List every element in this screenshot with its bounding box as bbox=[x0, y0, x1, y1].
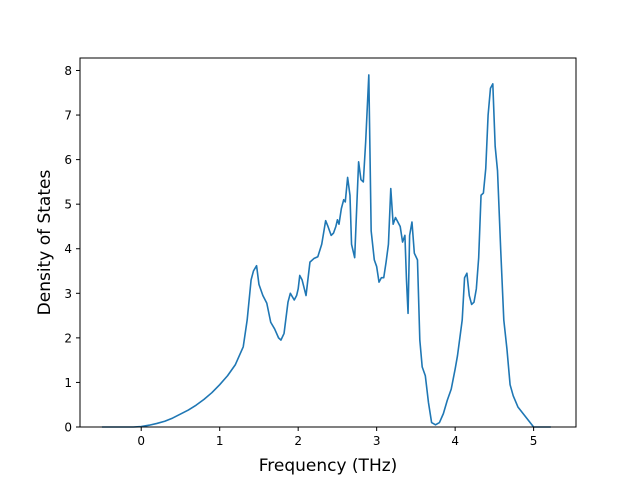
x-tick-label: 1 bbox=[216, 434, 224, 448]
x-axis-label: Frequency (THz) bbox=[259, 456, 398, 476]
x-tick-label: 5 bbox=[530, 434, 538, 448]
y-tick-label: 2 bbox=[64, 331, 72, 345]
x-axis: 0 1 2 3 4 5 bbox=[137, 427, 537, 448]
y-tick-label: 7 bbox=[64, 109, 72, 123]
series-line-0 bbox=[101, 74, 551, 428]
x-tick-label: 4 bbox=[451, 434, 459, 448]
y-axis: 0 1 2 3 4 5 6 7 8 bbox=[64, 64, 80, 435]
y-tick-label: 8 bbox=[64, 64, 72, 78]
axes-spines bbox=[79, 57, 577, 428]
series-layer bbox=[101, 74, 551, 428]
x-tick-label: 0 bbox=[137, 434, 145, 448]
plot-area bbox=[80, 58, 576, 427]
x-tick-label: 3 bbox=[373, 434, 381, 448]
y-tick-label: 6 bbox=[64, 153, 72, 167]
plot-background bbox=[80, 58, 576, 427]
x-tick-label: 2 bbox=[294, 434, 302, 448]
y-tick-label: 4 bbox=[64, 242, 72, 256]
y-axis-label: Density of States bbox=[35, 170, 55, 316]
y-tick-label: 5 bbox=[64, 198, 72, 212]
y-tick-label: 3 bbox=[64, 287, 72, 301]
y-tick-label: 1 bbox=[64, 376, 72, 390]
y-tick-label: 0 bbox=[64, 421, 72, 435]
axes-frame bbox=[79, 57, 577, 428]
